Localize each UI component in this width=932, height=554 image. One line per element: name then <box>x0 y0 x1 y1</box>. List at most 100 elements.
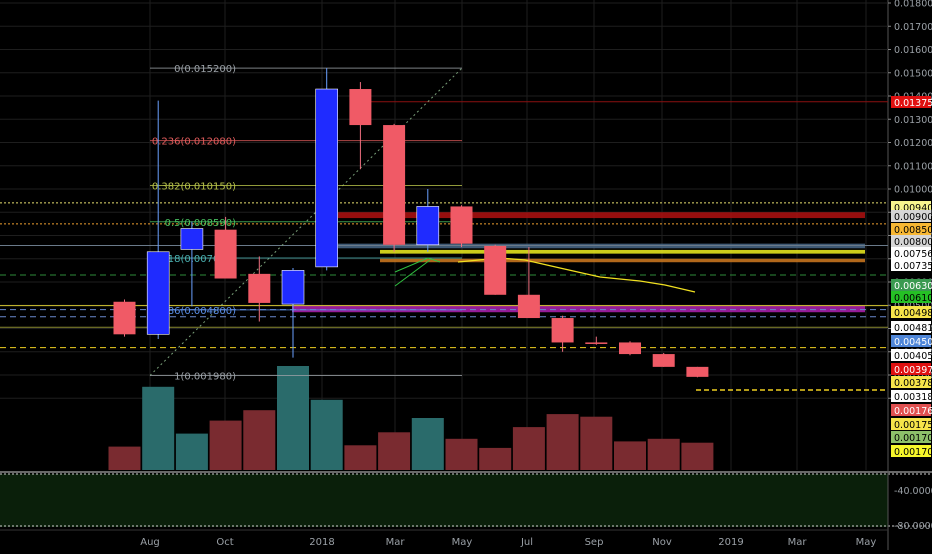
price-tag-text: 0.001769 <box>894 406 932 417</box>
candle-body[interactable] <box>450 206 473 244</box>
time-axis-label: 2018 <box>309 537 334 548</box>
price-tag-background <box>891 279 931 291</box>
volume-bar[interactable] <box>512 427 545 470</box>
candle-body[interactable] <box>517 294 540 319</box>
volume-bar[interactable] <box>209 420 242 470</box>
price-tag[interactable]: 0.004985 <box>891 306 932 319</box>
volume-bar[interactable] <box>445 438 478 470</box>
fib-level-label: 1(0.001980) <box>174 371 236 382</box>
price-tag-background <box>891 96 931 108</box>
time-axis-label: Sep <box>585 537 604 548</box>
candle-body[interactable] <box>349 89 372 126</box>
price-tag[interactable]: 0.013754 <box>891 96 932 109</box>
volume-bar[interactable] <box>411 418 444 470</box>
price-tag-background <box>891 390 931 402</box>
candle-body[interactable] <box>686 366 709 377</box>
candle-body[interactable] <box>214 229 237 279</box>
time-axis-label: Nov <box>652 537 672 548</box>
price-tag[interactable]: 0.001769 <box>891 404 932 417</box>
candle-body[interactable] <box>113 301 136 335</box>
time-axis-label: Oct <box>216 537 233 548</box>
price-tag-background <box>891 418 931 430</box>
candle-body[interactable] <box>652 354 675 367</box>
price-tag-text: 0.013754 <box>894 98 932 109</box>
fib-level-label: 0.618(0.007030) <box>152 254 236 265</box>
volume-bar[interactable] <box>479 447 512 470</box>
volume-bar[interactable] <box>546 414 579 470</box>
candle-body[interactable] <box>146 251 170 335</box>
candle-body[interactable] <box>551 318 574 343</box>
indicator-pane[interactable] <box>0 474 888 527</box>
candle-body[interactable] <box>416 206 440 246</box>
time-axis-label: Mar <box>386 537 406 548</box>
price-tag[interactable]: 0.001755 <box>891 418 932 431</box>
price-tag[interactable]: 0.004055 <box>891 349 932 362</box>
candle-body[interactable] <box>619 342 641 355</box>
volume-bar[interactable] <box>681 442 714 470</box>
price-tag[interactable]: 0.003978 <box>891 363 932 376</box>
price-tag[interactable]: 0.007356 <box>891 259 932 272</box>
price-tag-text: 0.007568 <box>894 249 932 260</box>
candle-body[interactable] <box>248 273 271 303</box>
candle-body[interactable] <box>281 270 305 305</box>
volume-bar[interactable] <box>175 433 208 470</box>
volume-bar[interactable] <box>614 441 646 470</box>
drawing-green[interactable] <box>394 259 431 287</box>
volume-bar[interactable] <box>378 432 411 470</box>
price-tag-background <box>891 291 931 303</box>
volume-bar[interactable] <box>142 386 175 470</box>
fib-level-label: 0.236(0.012080) <box>152 137 236 148</box>
fib-level-label: 0.786(0.004800) <box>152 306 236 317</box>
price-tag-background <box>891 223 931 235</box>
price-tag[interactable]: 0.007568 <box>891 247 932 260</box>
volume-bar[interactable] <box>647 438 680 470</box>
price-tag-text: 0.007356 <box>894 261 932 272</box>
volume-bar[interactable] <box>108 446 141 470</box>
price-tag-background <box>891 210 931 222</box>
volume-bar[interactable] <box>277 366 309 470</box>
candle-body[interactable] <box>484 245 507 295</box>
volume-bar[interactable] <box>243 410 276 470</box>
zone-band[interactable] <box>380 249 865 254</box>
candle-body[interactable] <box>180 228 204 250</box>
drawing-green[interactable] <box>394 257 441 273</box>
price-tag-background <box>891 404 931 416</box>
volume-bar[interactable] <box>580 416 613 470</box>
price-tag-text: 0.004055 <box>894 351 932 362</box>
candle-body[interactable] <box>585 342 608 344</box>
price-tag[interactable]: 0.004504 <box>891 335 932 348</box>
price-tag-background <box>891 321 931 333</box>
candle-body[interactable] <box>315 88 339 268</box>
volume-bar[interactable] <box>344 445 377 470</box>
volume-bar[interactable] <box>310 399 343 470</box>
price-tag-background <box>891 431 931 443</box>
zone-band[interactable] <box>325 212 865 219</box>
zone-band[interactable] <box>380 258 865 263</box>
price-tag[interactable]: 0.001704 <box>891 445 932 458</box>
zone-band[interactable] <box>292 305 865 313</box>
candle-body[interactable] <box>383 125 406 245</box>
